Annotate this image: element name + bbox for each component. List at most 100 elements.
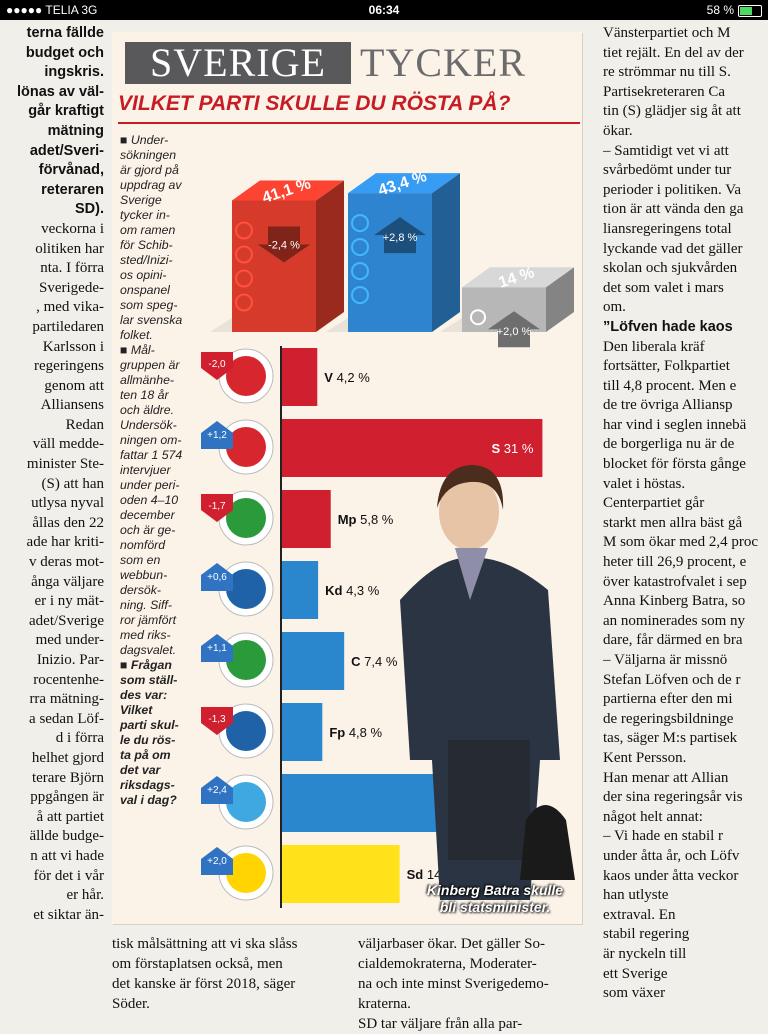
article-line: reteraren [41,181,104,198]
bloc-bar-3: 14 %+2,0 % [440,264,574,348]
party-logo-fill [226,569,266,609]
party-logo-fill [226,498,266,538]
article-line: adet/Sverige [29,612,104,629]
article-line: genom att [44,377,104,394]
article-line: Sverigede- [39,279,104,296]
method-line: oden 4–10 [120,493,179,507]
party-change-label: +1,1 [207,643,227,654]
party-row-kd: Kd 4,3 % +0,6 [201,561,380,619]
party-logo-fill [226,427,266,467]
article-line: de tre övriga Alliansp [603,397,733,414]
bloc-change-label: -2,4 % [268,239,300,251]
question-line: ■ Frågan [120,658,172,672]
divider [118,122,580,124]
article-line: budget och [25,44,104,61]
article-line: är nyckeln till [603,945,687,962]
method-line: december [120,508,175,522]
method-line: för Schib- [120,238,173,252]
article-line: n att vi hade [30,847,104,864]
article-line: å att partiet [36,808,104,825]
article-line: er i ny mät- [34,593,104,610]
change-badge-up-icon [201,563,233,591]
article-line: svårbedömt under tur [603,162,732,179]
article-line: rra mätning- [29,691,104,708]
bloc-bar-top [348,173,460,194]
photo-caption: Kinberg Batra skulle bli statsminister. [415,882,575,916]
change-badge-up-icon [201,421,233,449]
article-line: dare, får därmed en bra [603,632,743,649]
party-bar [282,490,331,548]
article-line: han utlyste [603,887,669,904]
method-line: om ramen [120,223,176,237]
article-line: helhet gjord [31,749,104,766]
bloc-bar-1: 41,1 %-2,4 % [210,175,344,332]
article-line: regeringens [34,358,104,375]
method-line: ningen om- [120,433,182,447]
article-line: der sina regeringsår vis [603,789,743,806]
question-line: Vilket [120,703,153,717]
method-line: gruppen är [120,358,180,372]
sd-flower-icon [470,309,486,326]
method-line: onspanel [120,283,170,297]
party-logo-fill [226,853,266,893]
change-badge-up-icon [201,634,233,662]
article-line: tas, säger M:s partisek [603,730,738,747]
party-row-fp: Fp 4,8 % -1,3 [201,703,383,761]
article-line: ingskris. [44,64,104,81]
change-badge-down-icon [201,494,233,522]
article-line: re strömmar nu till S. [603,64,731,81]
party-symbol-icon [351,238,369,257]
article-line: lyckande vad det gäller [603,240,743,257]
article-line: partierna efter den mi [603,691,733,708]
party-name: Kd [325,583,342,598]
article-line: olitiken har [35,240,104,257]
article-line: Kent Persson. [603,749,687,766]
article-line: – Väljarna är missnö [603,652,728,668]
change-arrow-up-icon [488,311,540,348]
article-line: cialdemokraterna, Moderater- [358,956,537,972]
article-line: tiet rejält. En del av der [603,44,744,61]
article-line: det som valet i mars [603,279,724,296]
method-line: är gjord på [120,163,179,177]
article-line: (S) att han [41,475,104,492]
article-line: kraterna. [358,996,411,1012]
question-line: ta på om [120,748,171,762]
article-line: adet/Sveri- [29,142,104,159]
party-bar-label: Kd 4,3 % [325,583,380,598]
party-change-label: +1,2 [207,430,227,441]
question-line: parti skul- [120,718,179,732]
change-badge-up-icon [201,776,233,804]
party-symbol-icon [235,293,253,312]
method-line: fattar 1 574 [120,448,183,462]
bloc-bar-side [316,180,344,332]
carrier-label: ●●●●● TELIA 3G [6,3,98,17]
party-value: 7,4 % [364,654,398,669]
method-line: sökningen [120,148,177,162]
person-face [439,474,499,550]
party-change-label: -1,7 [208,501,226,512]
article-line: v deras mot- [29,554,104,571]
method-line: folket. [120,328,153,342]
party-bar-label: Fp 4,8 % [329,725,382,740]
article-line: förvånad, [38,162,104,179]
method-line: webbun- [120,568,168,582]
article-bottom-column-1: tisk målsättning att vi ska slåss om förs… [112,934,342,1014]
method-line: dersök- [120,583,162,597]
method-note: ■ Under-sökningen är gjord på uppdrag av Sv… [120,133,216,808]
party-symbol-icon [235,221,253,240]
party-bar [282,348,318,406]
article-line: utlysa nyval [31,495,104,512]
article-line: terare Björn [31,769,104,786]
article-line: , med vika- [36,299,104,316]
method-line: tycker in- [120,208,170,222]
article-line: Vänsterpartiet och M [603,25,731,41]
article-line: ett Sverige [603,965,668,982]
article-line: mätning [47,122,104,139]
method-line: som en [120,553,161,567]
article-line: väll medde- [32,436,104,453]
article-line: Stefan Löfven och de r [603,671,741,688]
bloc-change-label: +2,0 % [497,326,532,338]
method-line: som speg- [120,298,178,312]
article-line: för det i vår [33,867,104,884]
article-line: Han menar att Allian [603,769,729,786]
